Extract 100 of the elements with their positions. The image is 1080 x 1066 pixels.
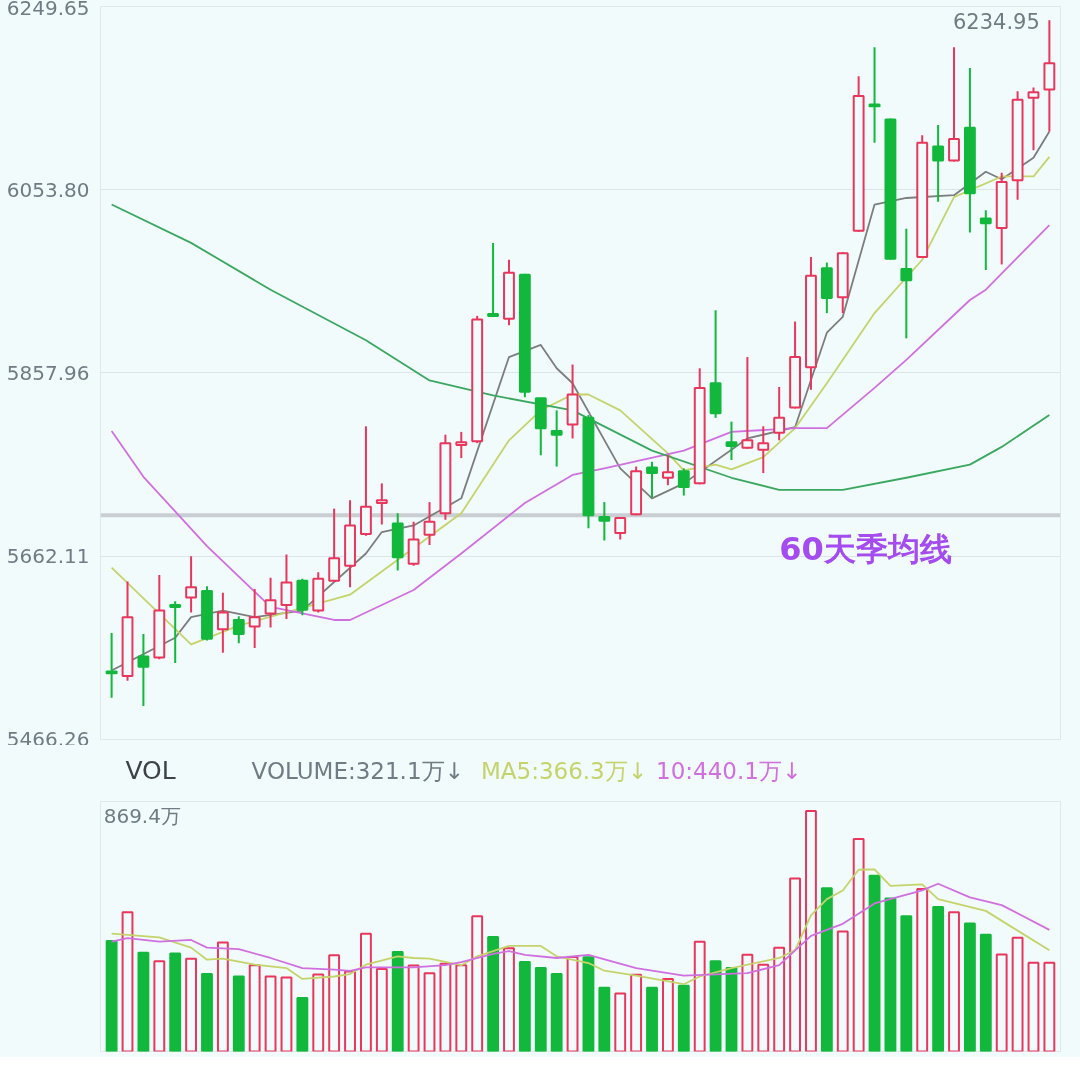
candlestick (900, 227, 913, 340)
bar (868, 874, 881, 1052)
bar (820, 887, 833, 1052)
bar (773, 946, 786, 1052)
bar (487, 936, 500, 1052)
bar (836, 930, 849, 1052)
candlestick (375, 482, 388, 526)
candlestick (757, 425, 770, 475)
candlestick (455, 430, 468, 460)
bar (693, 940, 706, 1052)
bar (407, 964, 420, 1052)
bar (979, 933, 992, 1052)
y-tick-label: 5466.26 (6, 726, 90, 751)
y-tick-label: 5662.11 (6, 544, 90, 569)
candlestick (137, 633, 150, 708)
bar (1043, 961, 1056, 1052)
bar (169, 952, 182, 1052)
candlestick (932, 124, 945, 203)
bar (471, 915, 484, 1052)
candlestick (948, 46, 960, 163)
bar (661, 977, 674, 1052)
text: MA5:366.3万↓ (480, 757, 648, 784)
bar (360, 932, 372, 1052)
bar (248, 964, 261, 1052)
candlestick (423, 501, 436, 547)
bar (232, 975, 245, 1052)
candlestick (741, 356, 754, 450)
bar (137, 951, 150, 1052)
candlestick (232, 615, 245, 645)
bar (948, 911, 960, 1052)
bar (391, 950, 404, 1052)
bar (805, 810, 817, 1052)
bar (916, 888, 929, 1052)
line-series (110, 224, 1051, 621)
candlestick (550, 409, 563, 468)
bar (280, 976, 293, 1052)
bar (709, 960, 722, 1052)
y-tick-label: 6249.65 (6, 0, 90, 20)
bar (550, 973, 563, 1052)
text: VOLUME:321.1万↓ (251, 757, 464, 784)
chart-title: VOL (125, 756, 176, 785)
bar (566, 956, 579, 1052)
bar (884, 897, 897, 1052)
bar (201, 973, 213, 1052)
candlestick (328, 507, 341, 583)
bar (264, 975, 277, 1052)
bar (423, 972, 436, 1052)
bar (344, 970, 356, 1052)
annotation: 869.4万 (103, 803, 181, 828)
candlestick (979, 209, 992, 272)
bar (105, 939, 118, 1052)
bar (312, 973, 325, 1052)
bar (296, 996, 309, 1052)
bar (757, 963, 770, 1052)
candlestick (264, 576, 277, 629)
candlestick (248, 588, 261, 650)
bar (121, 911, 134, 1052)
text: 10:440.1万↓ (656, 757, 802, 784)
bar (789, 877, 801, 1052)
bar (677, 984, 690, 1052)
candlestick (185, 555, 198, 614)
y-tick-label: 6053.80 (6, 177, 90, 202)
bar (741, 953, 754, 1052)
line-series (110, 203, 1051, 491)
candlestick (677, 467, 690, 497)
y-tick-label: 5857.96 (6, 361, 90, 385)
candlestick (646, 460, 658, 499)
bar (455, 964, 468, 1052)
bar (518, 961, 531, 1052)
bar (598, 986, 611, 1052)
bar (503, 947, 515, 1052)
bar (582, 956, 595, 1052)
annotation: 6234.95 (953, 10, 1040, 35)
candlestick (169, 600, 182, 665)
bar (1011, 936, 1024, 1052)
bar (185, 957, 198, 1052)
bar (852, 838, 865, 1052)
annotation: 60天季均线 (779, 529, 952, 568)
bar (995, 953, 1008, 1052)
bar (932, 906, 945, 1052)
candlestick (105, 632, 118, 699)
bar (630, 973, 643, 1052)
bar (614, 992, 627, 1052)
bar (153, 960, 166, 1052)
bar (900, 915, 913, 1052)
candlestick (598, 501, 611, 542)
bar (328, 954, 341, 1052)
candlestick (614, 516, 627, 541)
bar (439, 962, 452, 1052)
bar (534, 967, 547, 1052)
bar (1027, 961, 1040, 1052)
candlestick (661, 454, 674, 487)
bar (963, 922, 976, 1052)
bar (375, 968, 388, 1052)
candlestick (487, 241, 500, 318)
candlestick (773, 385, 786, 442)
candlestick (280, 553, 293, 621)
candlestick (1027, 86, 1040, 152)
bar (216, 941, 229, 1052)
bar (646, 986, 658, 1052)
